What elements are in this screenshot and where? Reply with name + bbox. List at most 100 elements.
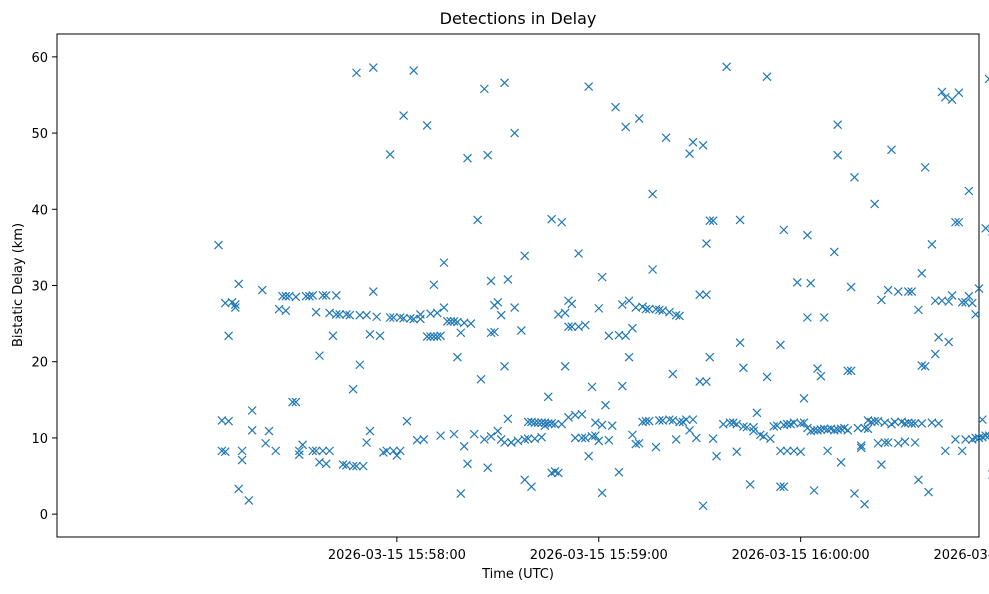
data-point-marker — [745, 479, 755, 489]
data-point-marker — [802, 230, 812, 240]
data-point-marker — [483, 463, 493, 473]
data-point-marker — [553, 310, 563, 319]
data-point-marker — [247, 406, 257, 415]
data-point-marker — [291, 397, 301, 407]
data-point-marker — [954, 88, 964, 98]
data-point-marker — [385, 313, 395, 322]
data-point-marker — [395, 446, 405, 456]
data-point-marker — [315, 351, 324, 361]
data-point-marker — [352, 461, 361, 471]
data-point-marker — [547, 214, 557, 224]
data-point-marker — [479, 435, 489, 444]
data-point-marker — [880, 438, 890, 447]
y-tick-label: 50 — [31, 127, 48, 142]
data-point-marker — [735, 215, 745, 225]
data-point-marker — [321, 459, 331, 469]
data-point-marker — [308, 290, 318, 300]
data-point-marker — [846, 282, 856, 292]
data-point-marker — [762, 72, 772, 82]
data-point-marker — [685, 425, 695, 435]
data-point-marker — [776, 482, 785, 492]
x-axis: 2026-03-15 15:58:00 2026-03-15 15:59:00 20… — [328, 537, 989, 563]
data-point-marker — [984, 431, 989, 441]
data-point-marker — [486, 431, 496, 441]
data-point-marker — [557, 419, 567, 429]
data-point-marker — [779, 225, 789, 235]
data-point-marker — [917, 268, 927, 278]
data-point-marker — [580, 320, 590, 330]
data-point-marker — [799, 393, 809, 403]
data-point-marker — [560, 308, 570, 318]
data-point-marker — [688, 415, 698, 425]
data-point-marker — [500, 361, 509, 371]
data-point-marker — [914, 305, 923, 315]
data-point-marker — [469, 429, 479, 439]
data-point-marker — [671, 310, 681, 320]
data-point-marker — [553, 468, 563, 478]
data-point-marker — [432, 308, 442, 318]
data-point-marker — [439, 303, 449, 313]
data-point-marker — [426, 332, 435, 341]
data-point-marker — [627, 323, 637, 333]
y-tick-label: 30 — [31, 280, 48, 295]
data-point-marker — [271, 446, 281, 456]
data-point-marker — [977, 415, 987, 425]
data-point-marker — [577, 433, 587, 443]
data-point-marker — [557, 217, 567, 227]
data-point-marker — [644, 416, 654, 426]
data-point-marker — [587, 382, 597, 392]
data-point-marker — [702, 290, 711, 300]
y-tick-label: 10 — [31, 432, 48, 447]
data-point-marker — [664, 415, 674, 425]
data-point-marker — [846, 366, 856, 376]
data-point-marker — [621, 331, 631, 341]
data-point-marker — [843, 425, 853, 435]
data-point-marker — [974, 284, 984, 293]
data-point-marker — [597, 488, 607, 498]
data-point-marker — [506, 438, 516, 447]
data-point-marker — [584, 82, 594, 92]
data-point-marker — [739, 422, 748, 431]
y-tick-label: 60 — [31, 51, 48, 66]
data-point-marker — [695, 290, 705, 300]
data-point-marker — [964, 186, 974, 196]
data-point-marker — [870, 416, 880, 426]
data-point-marker — [409, 314, 419, 324]
data-point-marker — [850, 489, 859, 498]
data-point-marker — [389, 313, 398, 322]
data-point-marker — [702, 239, 711, 249]
data-point-marker — [543, 392, 553, 402]
data-point-marker — [604, 331, 614, 341]
data-point-marker — [574, 249, 583, 258]
data-point-marker — [621, 122, 631, 132]
data-point-marker — [224, 331, 234, 341]
data-point-marker — [503, 274, 513, 284]
data-point-marker — [503, 414, 513, 424]
data-point-marker — [648, 189, 658, 199]
data-point-marker — [900, 419, 910, 428]
data-point-marker — [537, 432, 546, 442]
data-point-marker — [671, 435, 681, 444]
data-point-marker — [419, 435, 429, 444]
data-point-marker — [395, 313, 405, 322]
data-point-marker — [883, 285, 893, 295]
data-point-marker — [617, 300, 627, 309]
data-point-marker — [550, 419, 560, 429]
data-point-marker — [594, 303, 604, 313]
data-point-marker — [829, 425, 839, 435]
data-point-marker — [607, 421, 617, 431]
data-point-marker — [345, 310, 355, 320]
data-point-marker — [705, 352, 715, 362]
data-point-marker — [702, 377, 711, 386]
data-point-marker — [291, 292, 301, 302]
data-point-marker — [654, 305, 664, 315]
data-point-marker — [486, 276, 496, 286]
data-point-marker — [590, 418, 600, 428]
data-point-marker — [887, 145, 896, 155]
data-point-marker — [584, 451, 594, 461]
data-point-marker — [604, 435, 614, 445]
chart-title: Detections in Delay — [440, 9, 597, 28]
data-point-marker — [900, 437, 910, 447]
data-point-marker — [651, 442, 661, 452]
data-point-marker — [490, 327, 499, 337]
